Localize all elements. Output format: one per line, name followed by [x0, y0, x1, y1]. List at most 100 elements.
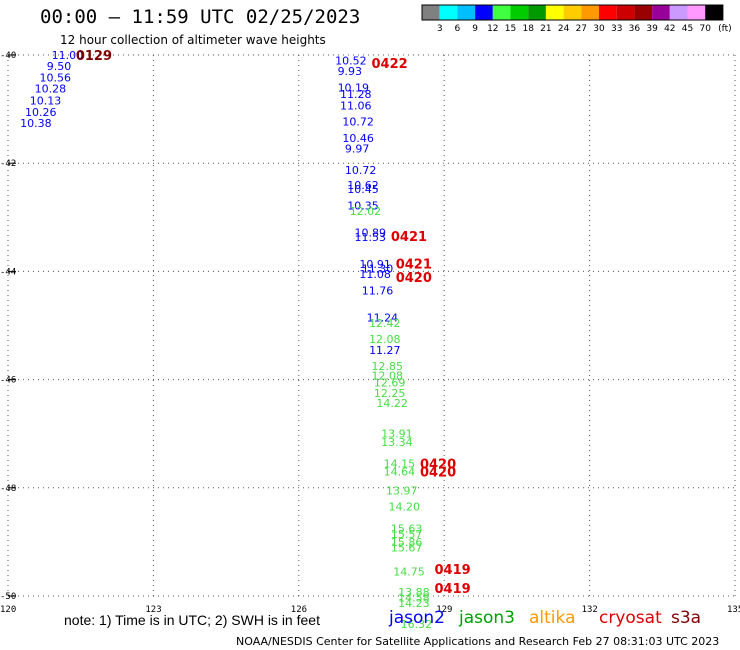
- time-label: 0420: [420, 457, 456, 472]
- wave-height-label: 10.13: [30, 94, 61, 107]
- colorbar-swatch: [652, 5, 670, 20]
- wave-height-label: 10.56: [40, 72, 72, 85]
- chart-grid: [7, 54, 736, 597]
- time-label: 0421: [396, 257, 432, 272]
- wave-height-label: 12.69: [374, 376, 406, 389]
- time-label: 0422: [372, 57, 408, 72]
- wave-height-label: 12.02: [350, 205, 382, 218]
- wave-height-label: 14.15: [384, 457, 416, 470]
- colorbar-swatch: [439, 5, 458, 20]
- chart-subtitle: 12 hour collection of altimeter wave hei…: [60, 33, 326, 47]
- colorbar-label: 27: [576, 24, 587, 34]
- wave-height-label: 12.08: [369, 333, 401, 346]
- colorbar-swatch: [563, 5, 582, 20]
- wave-height-label: 11.08: [359, 268, 391, 281]
- colorbar-swatch: [669, 5, 688, 20]
- time-label: 0129: [76, 49, 112, 64]
- wave-height-label: 10.38: [20, 117, 52, 130]
- colorbar-label: 3: [437, 24, 443, 34]
- wave-height-label: 14.58: [398, 592, 430, 605]
- colorbar-swatch: [599, 5, 617, 20]
- colorbar-swatch: [616, 5, 635, 20]
- wave-height-label: 12.08: [372, 369, 404, 382]
- y-tick-label: -44: [0, 267, 16, 277]
- x-tick-label: 123: [145, 605, 161, 615]
- wave-height-label: 10.45: [347, 183, 379, 196]
- wave-height-label: 13.91: [381, 428, 413, 441]
- data-points: 11.009.5010.5610.2810.1310.2610.3810.529…: [20, 49, 432, 631]
- colorbar-swatch: [634, 5, 653, 20]
- colorbar-label: 18: [522, 24, 534, 34]
- wave-height-label: 13.34: [381, 436, 413, 449]
- x-tick-label: 132: [582, 605, 598, 615]
- wave-height-label: 12.85: [372, 360, 404, 373]
- time-label: 0419: [435, 563, 471, 578]
- y-tick-label: -50: [0, 592, 16, 602]
- colorbar-swatch: [510, 5, 529, 20]
- wave-height-label: 15.67: [391, 541, 423, 554]
- wave-height-label: 10.35: [347, 199, 379, 212]
- colorbar-label: 24: [558, 24, 570, 34]
- legend-cryosat: cryosat: [599, 608, 662, 628]
- wave-height-label: 9.97: [345, 143, 370, 156]
- colorbar-label: 9: [472, 24, 478, 34]
- colorbar-swatch: [492, 5, 511, 20]
- wave-height-label: 12.42: [369, 317, 401, 330]
- time-label: 0420: [420, 466, 456, 481]
- wave-height-label: 10.19: [338, 81, 370, 94]
- colorbar-frame: [421, 4, 724, 21]
- wave-height-label: 15.57: [391, 528, 423, 541]
- wave-height-label: 10.28: [35, 83, 66, 96]
- wave-height-label: 11.28: [340, 88, 372, 101]
- wave-height-label: 10.89: [355, 226, 387, 239]
- legend-jason2: jason2: [389, 608, 445, 628]
- time-label: 0419: [435, 582, 471, 597]
- wave-height-label: 11.53: [355, 231, 387, 244]
- colorbar-legend: 3 6 9 12 15 18 21 24 27 30 33 36 39 42 45 70 (ft): [421, 4, 732, 34]
- y-tick-label: -42: [0, 159, 16, 169]
- wave-height-label: 12.25: [374, 387, 406, 400]
- colorbar-label: 39: [646, 24, 658, 34]
- colorbar-label: 36: [629, 24, 641, 34]
- colorbar-label: 30: [593, 24, 605, 34]
- wave-height-label: 14.75: [393, 566, 425, 579]
- wave-height-label: 15.86: [391, 536, 423, 549]
- colorbar-label: 42: [664, 24, 675, 34]
- colorbar-label: 70: [699, 24, 711, 34]
- y-tick-label: -48: [0, 484, 16, 494]
- footer-note: note: 1) Time is in UTC; 2) SWH is in fe…: [64, 612, 320, 628]
- wave-height-label: 15.63: [391, 522, 423, 535]
- x-tick-label: 126: [291, 605, 307, 615]
- wave-height-label: 10.26: [25, 106, 57, 119]
- colorbar-label: 12: [487, 24, 498, 34]
- wave-height-label: 11.06: [340, 99, 372, 112]
- wave-height-label: 14.20: [388, 501, 420, 514]
- legend-s3a: s3a: [671, 608, 702, 628]
- legend-altika: altika: [529, 608, 576, 628]
- colorbar-swatch: [545, 5, 564, 20]
- x-tick-label: 135: [727, 605, 740, 615]
- colorbar-label: 21: [540, 24, 551, 34]
- time-label: 0421: [391, 230, 427, 245]
- y-tick-label: -40: [0, 51, 16, 61]
- colorbar-swatch: [422, 5, 440, 20]
- y-tick-label: -46: [0, 376, 16, 386]
- wave-height-label: 11.00: [52, 49, 83, 62]
- colorbar-label: 15: [505, 24, 516, 34]
- colorbar-label: 33: [611, 24, 622, 34]
- colorbar-label: 6: [455, 24, 461, 34]
- wave-height-label: 9.93: [338, 65, 363, 78]
- x-tick-label: 120: [0, 605, 16, 615]
- wave-height-label: 10.46: [342, 132, 374, 145]
- colorbar-swatch: [705, 5, 723, 20]
- wave-height-label: 13.88: [398, 586, 430, 599]
- colorbar-swatch: [581, 5, 599, 20]
- legend-jason3: jason3: [459, 608, 515, 628]
- chart-title: 00:00 — 11:59 UTC 02/25/2023: [40, 6, 361, 28]
- wave-height-label: 10.91: [359, 258, 391, 271]
- colorbar-label: 45: [682, 24, 693, 34]
- wave-height-label: 10.62: [347, 179, 379, 192]
- wave-height-label: 11.27: [369, 344, 401, 357]
